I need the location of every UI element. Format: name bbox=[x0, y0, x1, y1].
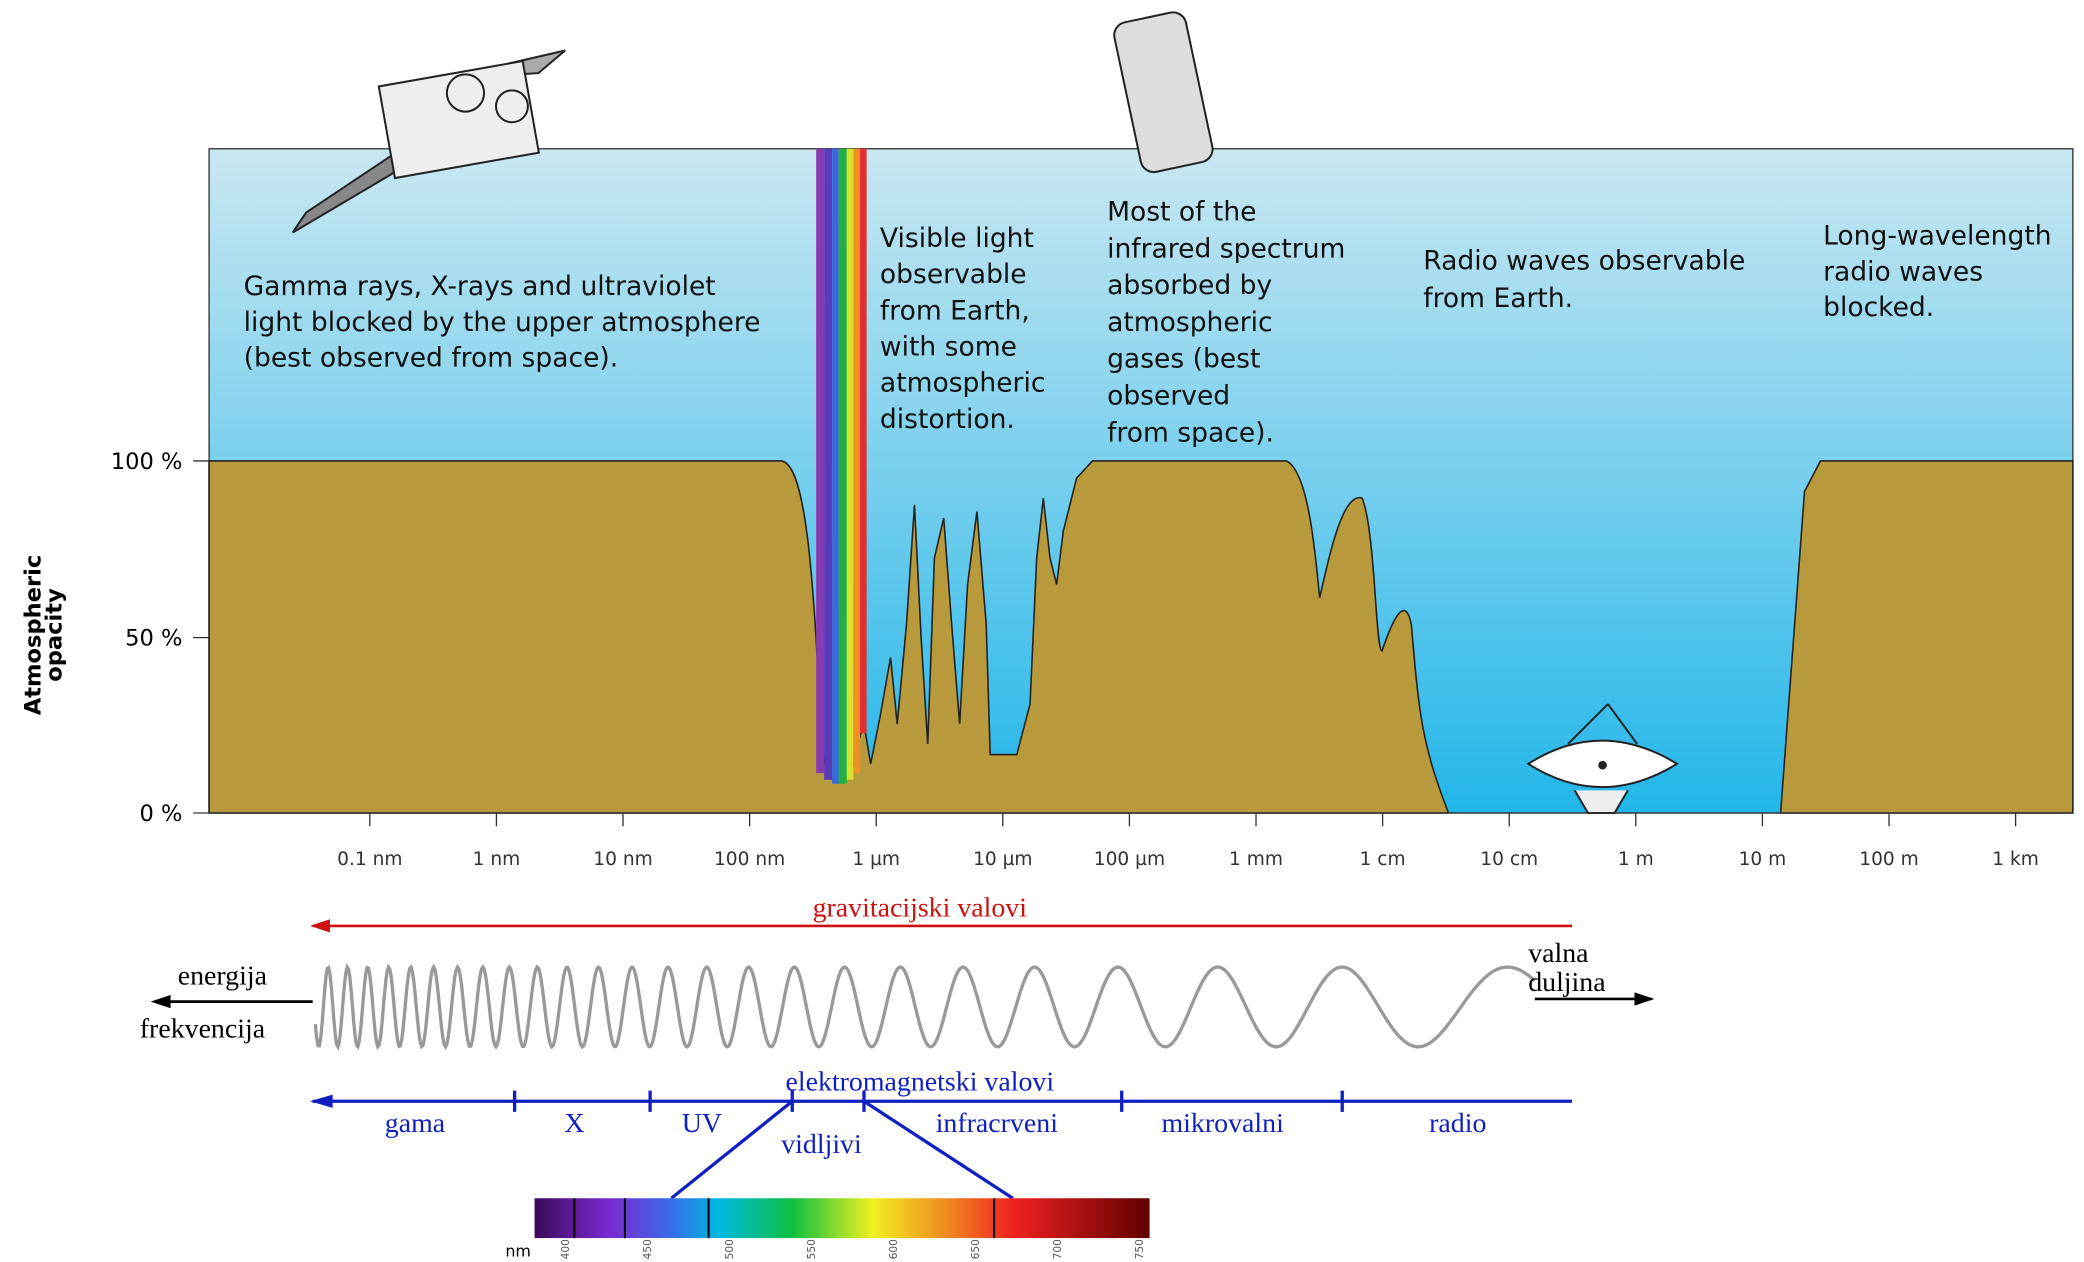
x-tick-label: 1 cm bbox=[1360, 849, 1406, 870]
band-label: X bbox=[564, 1108, 584, 1139]
band-label: infracrveni bbox=[936, 1108, 1059, 1139]
wave bbox=[315, 967, 1534, 1047]
diagram: Atmosphericopacity100 %50 %0 %0.1 nm1 nm… bbox=[0, 0, 2084, 1262]
annotation: Long-wavelength bbox=[1823, 220, 2051, 251]
y-axis-label: opacity bbox=[42, 588, 68, 682]
x-tick-label: 1 km bbox=[1992, 849, 2039, 870]
annotation: Radio waves observable bbox=[1423, 246, 1745, 277]
x-tick-label: 1 nm bbox=[473, 849, 521, 870]
annotation: atmospheric bbox=[880, 368, 1046, 399]
spectrum-unit: nm bbox=[505, 1242, 531, 1261]
annotation: gases (best bbox=[1107, 344, 1260, 375]
y-tick-label: 0 % bbox=[140, 801, 183, 827]
annotation: from space). bbox=[1107, 417, 1274, 448]
frequency-label: frekvencija bbox=[140, 1013, 265, 1044]
annotation: from Earth, bbox=[880, 295, 1030, 326]
annotation: light blocked by the upper atmosphere bbox=[244, 307, 761, 338]
direction-arrows bbox=[157, 999, 1651, 1002]
annotation: Visible light bbox=[880, 223, 1034, 254]
x-tick-label: 1 µm bbox=[852, 849, 900, 870]
band-label: mikrovalni bbox=[1162, 1108, 1285, 1139]
spectrum-tick: 600 bbox=[887, 1239, 900, 1260]
annotation: Most of the bbox=[1107, 197, 1256, 228]
spectrum-tick: 700 bbox=[1051, 1239, 1064, 1260]
x-tick-label: 10 µm bbox=[973, 849, 1032, 870]
annotation: distortion. bbox=[880, 404, 1015, 435]
x-tick-label: 100 nm bbox=[714, 849, 785, 870]
band-label: radio bbox=[1429, 1108, 1486, 1139]
x-tick-label: 10 cm bbox=[1480, 849, 1538, 870]
grav-label: gravitacijski valovi bbox=[813, 893, 1028, 924]
x-tick-label: 1 m bbox=[1618, 849, 1654, 870]
wavelength-label: duljina bbox=[1528, 967, 1605, 998]
x-tick-label: 100 m bbox=[1859, 849, 1918, 870]
x-tick-label: 10 m bbox=[1739, 849, 1787, 870]
arrowhead bbox=[310, 919, 330, 932]
annotation: from Earth. bbox=[1423, 283, 1573, 314]
y-tick-label: 50 % bbox=[125, 626, 182, 652]
annotation: observable bbox=[880, 259, 1027, 290]
spectrum-tick: 550 bbox=[805, 1239, 818, 1260]
x-tick-label: 0.1 nm bbox=[337, 849, 402, 870]
visible-label: vidljivi bbox=[781, 1129, 862, 1160]
energy-label: energija bbox=[178, 960, 267, 991]
spectrum-tick: 400 bbox=[559, 1239, 572, 1260]
em-label: elektromagnetski valovi bbox=[785, 1067, 1054, 1098]
spectrum-tick: 450 bbox=[641, 1239, 654, 1260]
band-label: UV bbox=[682, 1108, 722, 1139]
annotation: (best observed from space). bbox=[244, 343, 619, 374]
spectrum-tick: 500 bbox=[723, 1239, 736, 1260]
visible-spectrum bbox=[535, 1198, 1150, 1238]
spectrum-tick: 650 bbox=[969, 1239, 982, 1260]
x-tick-label: 1 mm bbox=[1229, 849, 1283, 870]
annotation: observed bbox=[1107, 381, 1230, 412]
visible-band bbox=[816, 149, 866, 784]
y-tick-label: 100 % bbox=[111, 449, 183, 475]
spectrum-tick: 750 bbox=[1133, 1239, 1146, 1260]
band-label: gama bbox=[385, 1108, 445, 1139]
annotation: atmospheric bbox=[1107, 307, 1273, 338]
arrowhead bbox=[151, 992, 1655, 1008]
annotation: Gamma rays, X-rays and ultraviolet bbox=[244, 271, 716, 302]
wavelength-label: valna bbox=[1528, 938, 1588, 969]
annotation: radio waves bbox=[1823, 256, 1983, 287]
x-tick-label: 10 nm bbox=[593, 849, 652, 870]
annotation: infrared spectrum bbox=[1107, 233, 1345, 264]
x-tick-label: 100 µm bbox=[1094, 849, 1165, 870]
annotation: with some bbox=[880, 331, 1017, 362]
arrowhead bbox=[310, 1095, 333, 1108]
band-dividers bbox=[515, 1091, 1343, 1199]
annotation: absorbed by bbox=[1107, 270, 1272, 301]
annotation: blocked. bbox=[1823, 292, 1934, 323]
